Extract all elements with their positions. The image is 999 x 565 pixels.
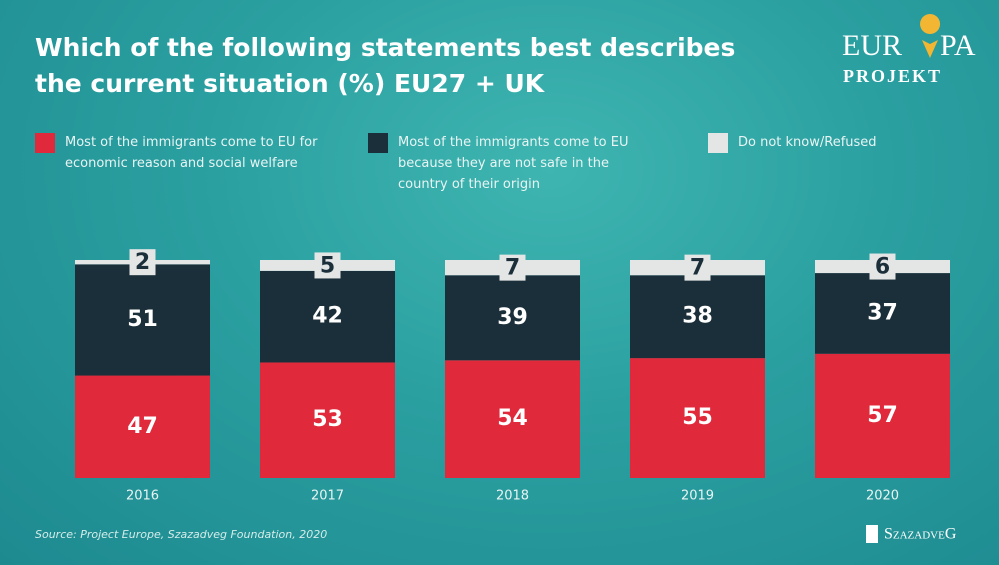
- x-tick-label: 2017: [311, 489, 344, 504]
- data-label: 39: [497, 305, 528, 330]
- label-box: [314, 252, 341, 279]
- legend-swatch: [708, 133, 728, 153]
- data-label: 47: [127, 414, 158, 439]
- data-label: 42: [312, 304, 343, 329]
- bar-segment: [75, 375, 210, 478]
- data-label: 55: [682, 405, 713, 430]
- legend-label: Most of the immigrants come to EU for ec…: [65, 135, 318, 171]
- footer-logo: SzazadveG: [884, 526, 957, 543]
- logo-bottom: PROJEKT: [843, 66, 942, 86]
- chart-title: Which of the following statements best d…: [35, 33, 736, 98]
- label-box: [129, 249, 156, 276]
- x-tick-label: 2018: [496, 489, 529, 504]
- data-label: 51: [127, 307, 158, 332]
- bar-segment: [260, 270, 395, 363]
- label-box: [499, 254, 526, 281]
- data-label: 2: [135, 250, 150, 275]
- bar-segment: [75, 264, 210, 376]
- bar-segment: [815, 353, 950, 478]
- bar-segment: [445, 275, 580, 361]
- logo-pin: [920, 14, 941, 58]
- legend-label: Do not know/Refused: [738, 135, 877, 150]
- legend-swatch: [368, 133, 388, 153]
- source: Source: Project Europe, Szazadveg Founda…: [35, 528, 327, 541]
- x-tick-label: 2020: [866, 489, 899, 504]
- data-label: 37: [867, 300, 898, 325]
- x-tick-label: 2019: [681, 489, 714, 504]
- data-label: 38: [682, 304, 713, 329]
- data-label: 53: [312, 407, 343, 432]
- data-label: 7: [505, 256, 520, 281]
- data-label: 54: [497, 406, 528, 431]
- bar-segment: [815, 273, 950, 354]
- x-tick-label: 2016: [126, 489, 159, 504]
- data-label: 7: [690, 256, 705, 281]
- label-box: [684, 254, 711, 281]
- legend-label: Most of the immigrants come to EU becaus…: [398, 135, 629, 192]
- data-label: 6: [875, 255, 890, 280]
- data-label: 57: [867, 403, 898, 428]
- footer-logo-icon: [866, 525, 878, 543]
- bar-segment: [630, 275, 765, 359]
- bar-segment: [630, 358, 765, 478]
- bar-segment: [260, 362, 395, 478]
- legend-swatch: [35, 133, 55, 153]
- logo-right: PA: [940, 29, 976, 62]
- logo-left: EUR: [842, 29, 902, 62]
- data-label: 5: [320, 253, 335, 278]
- label-box: [869, 253, 896, 280]
- bar-segment: [445, 360, 580, 478]
